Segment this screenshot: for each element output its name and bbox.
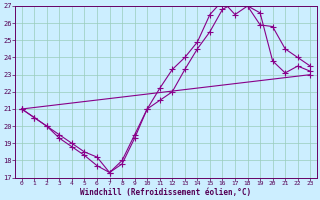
X-axis label: Windchill (Refroidissement éolien,°C): Windchill (Refroidissement éolien,°C) xyxy=(80,188,252,197)
